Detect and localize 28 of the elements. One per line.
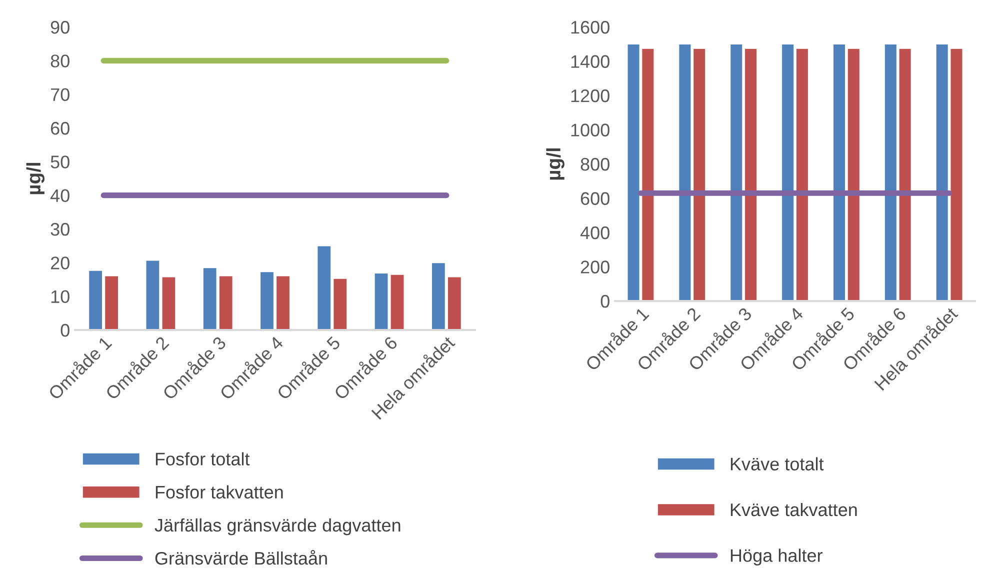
y-tick-label: 20	[50, 256, 70, 270]
y-tick-label: 200	[580, 260, 610, 274]
y-tick-label: 1600	[571, 20, 610, 34]
y-tick-label: 1000	[571, 124, 610, 136]
y-tick-label: 0	[60, 324, 70, 337]
y-tick-label: 30	[50, 222, 70, 236]
legend-label: Fosfor totalt	[156, 452, 250, 466]
y-tick-label: 600	[580, 192, 610, 205]
y-tick-label: 1400	[571, 55, 610, 68]
legend-label: Järfällas gränsvärde dagvatten	[154, 518, 400, 536]
y-tick-label: 40	[50, 189, 70, 202]
legend-label: Kväve takvatten	[730, 502, 857, 516]
y-tick-label: 0	[600, 294, 610, 308]
legend-label: Gränsvärde Bällstaån	[155, 550, 327, 565]
y-axis-title: µg/l	[546, 148, 564, 180]
y-tick-label: 60	[50, 122, 70, 135]
y-tick-label: 80	[50, 54, 70, 68]
y-tick-label: 10	[51, 290, 70, 304]
y-axis-title: µg/l	[26, 162, 44, 194]
legend-label: Höga halter	[730, 548, 822, 566]
y-tick-label: 50	[50, 156, 70, 168]
y-tick-label: 90	[50, 20, 70, 34]
y-tick-label: 400	[580, 226, 610, 240]
legend-label: Fosfor takvatten	[156, 485, 283, 499]
y-tick-label: 800	[580, 158, 610, 171]
y-tick-label: 1200	[571, 89, 610, 102]
legend-label: Kväve totalt	[730, 457, 824, 470]
y-tick-label: 70	[50, 88, 70, 102]
